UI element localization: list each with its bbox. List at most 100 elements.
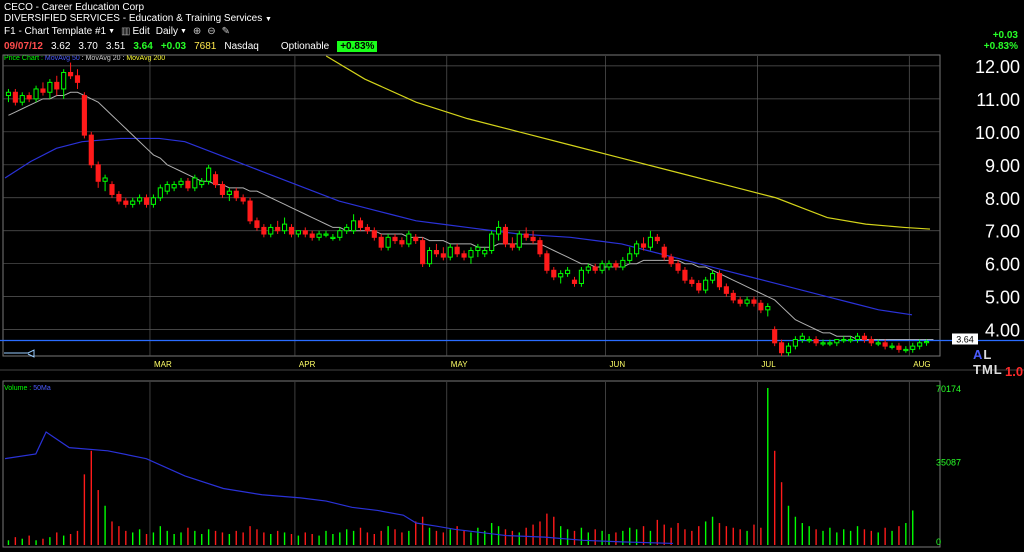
template-select[interactable]: F1 - Chart Template #1 ▼ [4, 26, 116, 37]
candle-body [910, 345, 916, 350]
dropdown-icon[interactable]: ▼ [265, 16, 272, 23]
period-select[interactable]: Daily ▼ [155, 26, 187, 37]
candle-body [565, 269, 571, 275]
candle-body [5, 91, 12, 97]
candle-body [523, 233, 529, 238]
dropdown-icon: ▼ [179, 28, 187, 35]
altml-label: AL TML [973, 347, 1003, 377]
ma200-line [325, 55, 931, 230]
candle-body [537, 240, 543, 255]
quote-open: 3.62 [50, 41, 71, 52]
quote-volume: 7681 [194, 41, 217, 52]
candle-body [116, 193, 122, 202]
month-label: JUL [761, 360, 776, 369]
candle-body [378, 236, 384, 248]
candle-body [68, 71, 74, 77]
volume-ma-line [4, 431, 674, 545]
candle-body [137, 197, 143, 202]
candle-body [95, 164, 101, 182]
quote-high: 3.70 [78, 41, 98, 52]
candle-body [585, 266, 591, 271]
candle-body [634, 243, 640, 255]
candle-body [779, 342, 785, 354]
candle-body [323, 233, 329, 236]
volume-tick-label: 70174 [936, 384, 961, 394]
candle-body [40, 88, 46, 93]
volume-tick-label: 0 [936, 537, 941, 547]
slider-icon [4, 349, 35, 358]
candle-body [109, 184, 115, 195]
month-label: APR [299, 360, 316, 369]
pen-icon[interactable]: ✎ [221, 26, 231, 37]
zoom-out-icon[interactable]: ⊖ [207, 26, 216, 37]
quote-close: 3.64 [133, 41, 153, 52]
zoom-in-icon[interactable]: ⊕ [192, 26, 202, 37]
legend-ma50: MovAvg 50 [44, 55, 80, 62]
optionable-label: Optionable [280, 41, 330, 52]
candle-body [854, 335, 861, 341]
candle-body [268, 226, 274, 235]
candle-body [516, 233, 522, 248]
quote-line: 09/07/12 3.62 3.70 3.51 3.64 +0.03 7681 … [4, 41, 378, 52]
candle-body [54, 81, 60, 90]
candle-body [337, 230, 343, 238]
candle-body [709, 273, 716, 281]
candle-body [475, 246, 481, 252]
candle-body [275, 226, 281, 232]
candle-body [682, 269, 688, 281]
candle-body [123, 200, 129, 205]
candle-body [261, 226, 267, 235]
quote-change: +0.03 [160, 41, 187, 52]
candle-body [489, 233, 495, 252]
candle-body [903, 348, 909, 352]
candle-body [813, 339, 819, 344]
candle-body [530, 236, 536, 242]
candle-body [371, 230, 377, 238]
edit-button[interactable]: ▥ Edit [121, 26, 150, 37]
candle-body [357, 220, 364, 228]
candle-body [923, 340, 930, 344]
bar-chart-icon: ▥ [121, 26, 131, 37]
candle-body [509, 243, 515, 248]
candle-body [74, 75, 81, 83]
candle-body [309, 233, 315, 238]
candle-body [751, 299, 757, 304]
candle-body [848, 339, 854, 342]
candle-body [440, 253, 446, 258]
candle-body [226, 190, 232, 195]
candle-body [426, 250, 433, 265]
y-tick-label: 8.00 [985, 189, 1020, 209]
candle-body [399, 240, 405, 245]
legend-volume-ma: 50Ma [33, 385, 51, 392]
ma20-line [8, 91, 934, 341]
candle-body [495, 226, 502, 235]
candle-body [447, 246, 453, 258]
candle-body [606, 263, 612, 268]
candle-body [861, 335, 867, 341]
candle-body [785, 345, 792, 354]
last-price-label: 3.64 [956, 334, 974, 344]
month-label: JUN [610, 360, 626, 369]
candle-body [102, 177, 108, 182]
sector-line[interactable]: DIVERSIFIED SERVICES - Education & Train… [4, 13, 272, 24]
candle-body [33, 88, 39, 100]
chart-toolbar: F1 - Chart Template #1 ▼ ▥ Edit Daily ▼ ⊕ ⊖… [4, 26, 230, 37]
candle-body [668, 256, 674, 265]
candle-body [295, 230, 301, 235]
candle-body [620, 259, 626, 268]
candle-body [792, 339, 798, 347]
y-tick-label: 7.00 [985, 222, 1020, 242]
candle-body [219, 184, 226, 195]
change-pct-badge: +0.83% [337, 41, 378, 52]
candle-body [599, 263, 605, 271]
candle-body [130, 200, 136, 205]
candle-body [454, 246, 460, 255]
candle-body [164, 184, 170, 192]
candle-body [344, 226, 350, 232]
candle-body [868, 339, 874, 344]
candle-body [820, 342, 826, 345]
candle-body [461, 253, 467, 258]
y-tick-label: 10.00 [975, 123, 1020, 143]
candle-body [703, 279, 709, 291]
